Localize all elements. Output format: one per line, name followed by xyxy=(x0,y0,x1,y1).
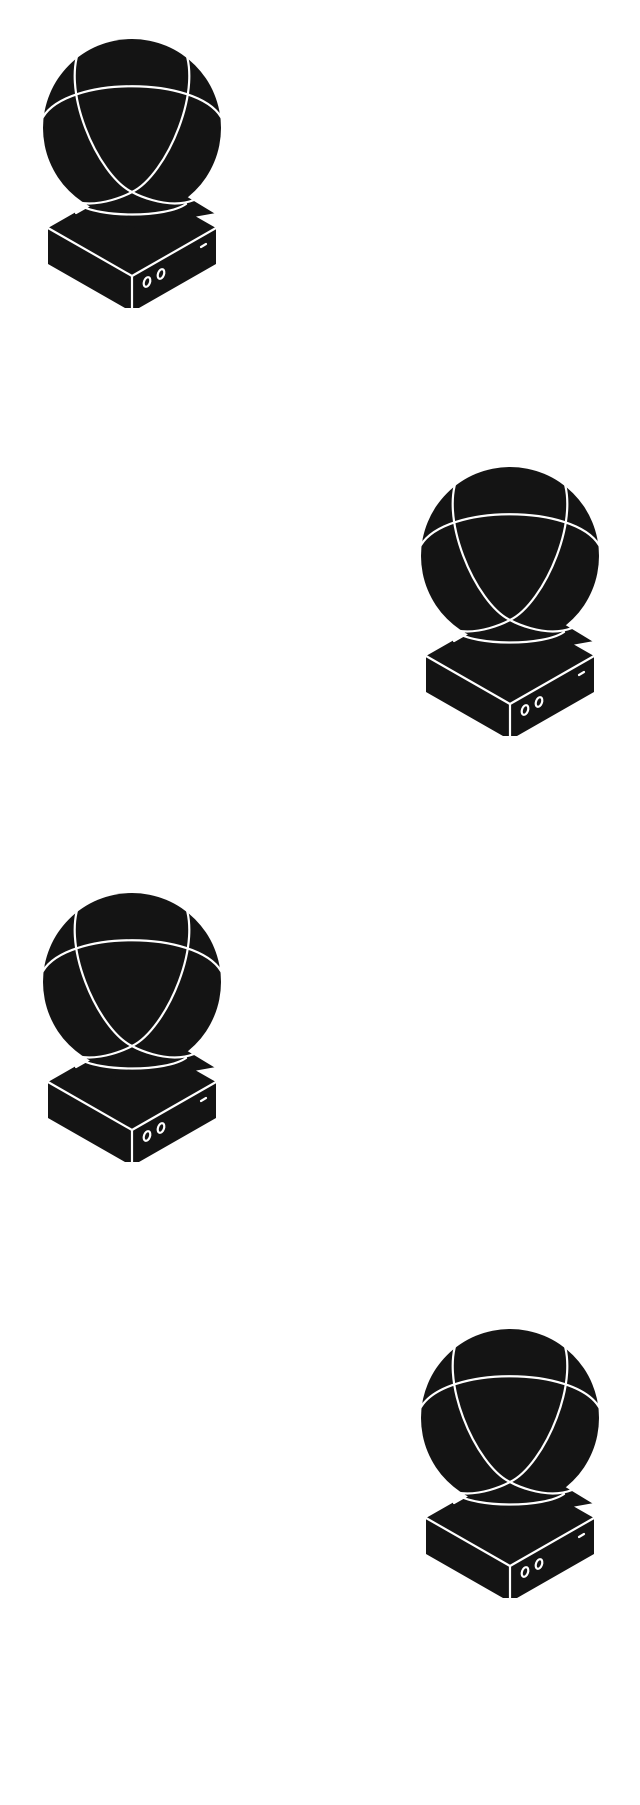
sphere-on-base-icon xyxy=(41,39,223,308)
sphere-on-base-icon xyxy=(419,1329,601,1598)
sphere-on-base-icon xyxy=(41,893,223,1162)
sphere-on-base-icon xyxy=(419,467,601,736)
